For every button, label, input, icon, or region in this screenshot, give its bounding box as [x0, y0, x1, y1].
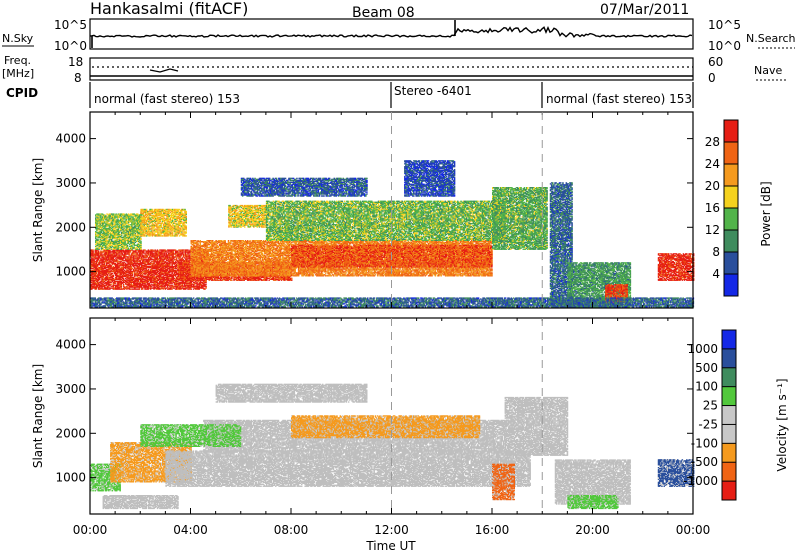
cpid-panel: CPID normal (fast stereo) 153 Stereo -64… — [6, 82, 693, 108]
nave-tick-top: 60 — [708, 55, 723, 69]
freq-label: Freq. — [4, 54, 31, 67]
nsearch-tick-bottom: 10^0 — [708, 39, 741, 53]
heatmap-cell — [98, 250, 100, 251]
heatmap-cell — [123, 278, 125, 279]
nsky-trace — [90, 27, 692, 37]
freq-unit: [MHz] — [2, 67, 34, 80]
heatmap-cell — [92, 249, 94, 250]
heatmap-cell — [112, 273, 114, 274]
station-title: Hankasalmi (fitACF) — [90, 0, 248, 18]
cpid-label: CPID — [6, 86, 38, 100]
frequency-dip — [150, 69, 178, 72]
heatmap-cell — [113, 275, 115, 276]
freq-tick-top: 18 — [68, 55, 83, 69]
nsky-tick-bottom: 10^0 — [54, 39, 87, 53]
nsky-tick-top: 10^5 — [54, 18, 87, 32]
freq-panel: Freq. [MHz] 18 8 60 0 Nave — [2, 54, 786, 85]
date-title: 07/Mar/2011 — [600, 2, 689, 18]
nsearch-label: N.Search — [746, 32, 796, 45]
cpid-segment-1: normal (fast stereo) 153 — [94, 92, 240, 106]
heatmap-cell — [110, 284, 112, 285]
nave-label: Nave — [754, 64, 782, 77]
nsky-panel: N.Sky 10^5 10^0 10^5 10^0 N.Search — [2, 18, 796, 53]
power-heatmap — [90, 160, 694, 307]
nsky-label: N.Sky — [2, 32, 34, 45]
freq-tick-bottom: 8 — [74, 71, 82, 85]
radar-summary-plot: Hankasalmi (fitACF) Beam 08 07/Mar/2011 … — [0, 0, 800, 554]
nave-tick-bottom: 0 — [708, 71, 716, 85]
cpid-segment-2: Stereo -6401 — [394, 84, 472, 98]
cpid-segment-3: normal (fast stereo) 153 — [546, 92, 692, 106]
heatmap-cell — [123, 284, 125, 285]
nsearch-tick-top: 10^5 — [708, 18, 741, 32]
